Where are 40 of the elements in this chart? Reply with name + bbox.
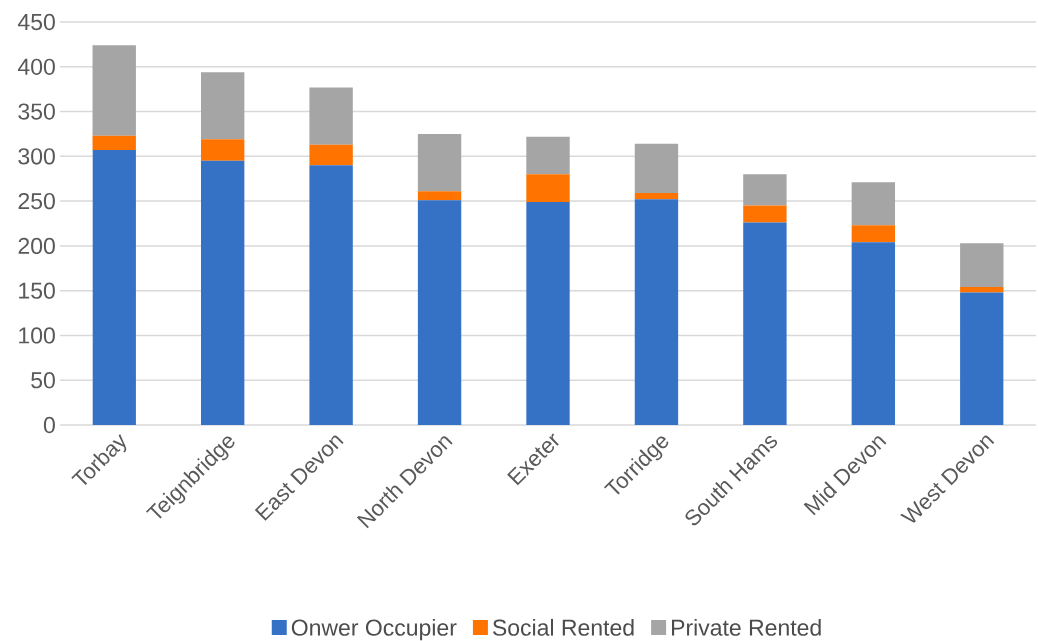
y-tick-label: 400 <box>17 58 55 75</box>
y-tick-label: 200 <box>18 237 55 255</box>
bar <box>743 174 787 206</box>
bar <box>743 205 787 223</box>
y-tick-label: 50 <box>31 372 55 389</box>
legend-label: Social Rented <box>492 618 634 636</box>
y-tick-label: 300 <box>18 148 55 165</box>
bar <box>417 133 462 192</box>
bar <box>851 242 896 425</box>
y-tick-label: 0 <box>43 416 55 434</box>
bar <box>634 193 679 200</box>
bar <box>92 45 136 136</box>
bar <box>960 243 1004 288</box>
bar <box>417 200 462 425</box>
bar <box>960 292 1004 425</box>
bar <box>634 199 679 425</box>
bar <box>309 165 353 425</box>
y-tick-label: 450 <box>17 13 55 31</box>
bar <box>309 144 353 166</box>
bar <box>309 87 353 145</box>
y-tick-label: 100 <box>19 327 55 344</box>
bar <box>851 182 896 226</box>
bar <box>743 222 787 425</box>
y-tick-label: 250 <box>18 192 55 210</box>
bar <box>92 150 136 425</box>
legend-label: Onwer Occupier <box>291 618 457 641</box>
y-tick-label: 150 <box>19 282 55 299</box>
bar <box>851 225 896 243</box>
bar <box>526 174 570 203</box>
bar <box>634 143 679 194</box>
y-tick-label: 350 <box>18 103 55 120</box>
bar <box>526 202 570 425</box>
bar <box>200 160 245 425</box>
bar <box>92 135 136 151</box>
bar <box>526 136 570 175</box>
bar <box>200 139 245 161</box>
legend-label: Private Rented <box>672 618 821 636</box>
bar <box>960 287 1004 293</box>
bar <box>417 191 462 201</box>
bar <box>200 72 245 140</box>
